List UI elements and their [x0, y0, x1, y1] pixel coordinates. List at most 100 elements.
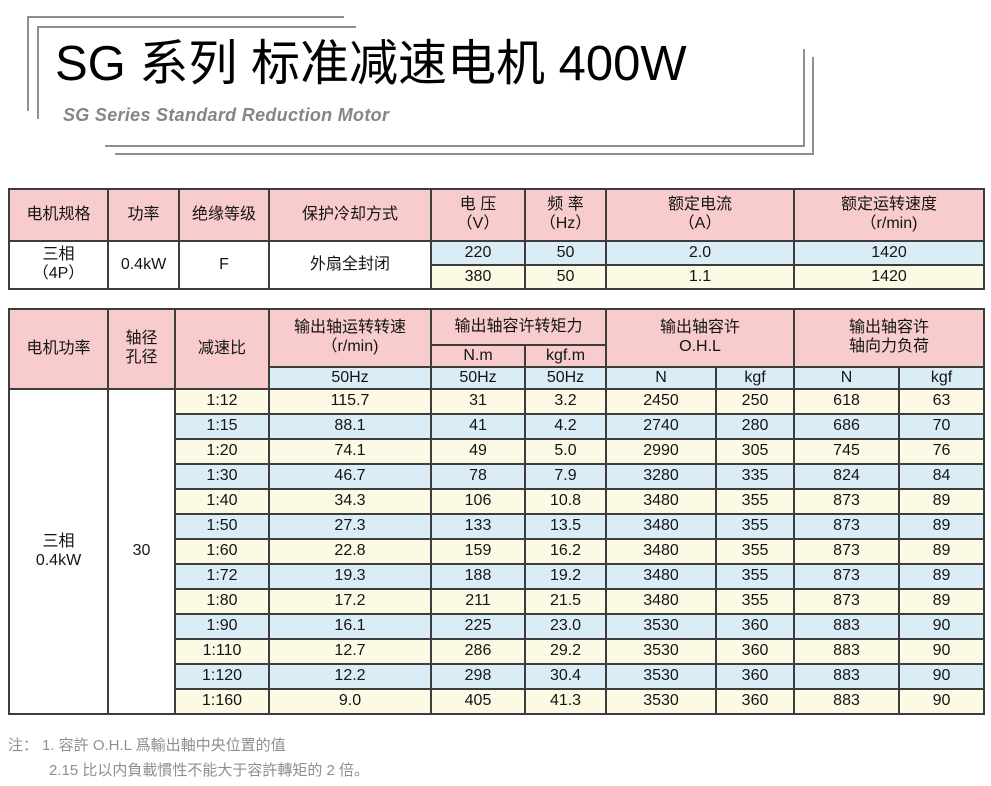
data-cell: 188 [430, 563, 526, 590]
data-cell: 225 [430, 613, 526, 640]
data-cell: 89 [898, 513, 986, 540]
data-cell: 90 [898, 688, 986, 715]
motor-spec-table: 电机规格 功率 绝缘等级 保护冷却方式 电 压 （V） 频 率 （Hz） 额定电… [8, 188, 985, 290]
data-cell: 1:12 [174, 388, 270, 415]
frame-line [115, 57, 814, 155]
data-cell: 133 [430, 513, 526, 540]
data-cell: 1:40 [174, 488, 270, 515]
frame-line [27, 16, 344, 111]
data-cell: 84 [898, 463, 986, 490]
data-cell: 2990 [605, 438, 718, 465]
column-header: 电 压 （V） [430, 188, 526, 242]
table-row: 1:30 46.7 78 7.9 3280 335 824 84 [9, 463, 986, 490]
column-header: 额定电流 （A） [605, 188, 795, 242]
data-cell: 3530 [605, 613, 718, 640]
header-row: 电机规格 功率 绝缘等级 保护冷却方式 电 压 （V） 频 率 （Hz） 额定电… [8, 188, 985, 242]
data-cell: 1:110 [174, 638, 270, 665]
data-cell: 883 [793, 688, 901, 715]
table-row: 1:50 27.3 133 13.5 3480 355 873 89 [9, 513, 986, 540]
table-row: 380 50 1.1 1420 [9, 264, 985, 290]
frame-line [37, 26, 356, 119]
title-block: SG 系列 标准减速电机 400W SG Series Standard Red… [0, 0, 991, 170]
data-cell: 9.0 [268, 688, 432, 715]
header-row: 电机功率 轴径 孔径 减速比 输出轴运转转速 （r/min) 输出轴容许转矩力 … [8, 308, 986, 390]
table-row: 1:40 34.3 106 10.8 3480 355 873 89 [9, 488, 986, 515]
column-subheader: 50Hz [430, 366, 526, 390]
data-cell: 883 [793, 613, 901, 640]
data-cell: 873 [793, 563, 901, 590]
spec-cell: 三相 0.4kW [8, 388, 109, 715]
page-title: SG 系列 标准减速电机 400W [55, 37, 687, 91]
column-subheader: kgf [898, 366, 986, 390]
performance-table: 电机功率 轴径 孔径 减速比 输出轴运转转速 （r/min) 输出轴容许转矩力 … [8, 308, 986, 715]
spec-cell: 30 [107, 388, 176, 715]
data-cell: 12.7 [268, 638, 432, 665]
column-header: 额定运转速度 （r/min) [793, 188, 985, 242]
data-cell: 405 [430, 688, 526, 715]
data-cell: 360 [715, 688, 796, 715]
data-cell: 1:15 [174, 413, 270, 440]
data-cell: 41 [430, 413, 526, 440]
performance-table-body: 三相 0.4kW 30 1:12 115.7 31 3.2 2450 250 618 63 1:15… [8, 388, 986, 715]
data-cell: 50 [524, 240, 607, 266]
data-cell: 3480 [605, 563, 718, 590]
data-cell: 7.9 [523, 463, 608, 490]
table-row: 1:60 22.8 159 16.2 3480 355 873 89 [9, 538, 986, 565]
data-cell: 17.2 [268, 588, 432, 615]
data-cell: 250 [715, 388, 796, 415]
data-cell: 2.0 [605, 240, 795, 266]
data-cell: 883 [793, 663, 901, 690]
data-cell: 1:80 [174, 588, 270, 615]
data-cell: 10.8 [523, 488, 608, 515]
column-subheader: N [605, 366, 718, 390]
data-cell: 1:20 [174, 438, 270, 465]
table-row: 1:80 17.2 211 21.5 3480 355 873 89 [9, 588, 986, 615]
spec-cell: 外扇全封闭 [268, 240, 432, 290]
spec-table-header: 电机规格 功率 绝缘等级 保护冷却方式 电 压 （V） 频 率 （Hz） 额定电… [8, 188, 985, 242]
data-cell: 90 [898, 663, 986, 690]
note-line-1: 1. 容許 O.H.L 爲輸出軸中央位置的值 [42, 737, 286, 754]
data-cell: 220 [430, 240, 526, 266]
data-cell: 106 [430, 488, 526, 515]
data-cell: 355 [715, 538, 796, 565]
data-cell: 78 [430, 463, 526, 490]
data-cell: 5.0 [523, 438, 608, 465]
data-cell: 1:30 [174, 463, 270, 490]
data-cell: 16.1 [268, 613, 432, 640]
data-cell: 1:50 [174, 513, 270, 540]
data-cell: 89 [898, 588, 986, 615]
column-header: 电机规格 [8, 188, 109, 242]
data-cell: 873 [793, 538, 901, 565]
data-cell: 1.1 [605, 264, 795, 290]
data-cell: 355 [715, 488, 796, 515]
data-cell: 23.0 [523, 613, 608, 640]
table-row: 1:72 19.3 188 19.2 3480 355 873 89 [9, 563, 986, 590]
frame-line [105, 49, 805, 147]
data-cell: 355 [715, 563, 796, 590]
data-cell: 618 [793, 388, 901, 415]
page-subtitle: SG Series Standard Reduction Motor [63, 105, 390, 125]
column-subheader: 50Hz [523, 366, 608, 390]
spec-cell: 三相 （4P） [8, 240, 109, 290]
spec-cell: 0.4kW [107, 240, 180, 290]
data-cell: 824 [793, 463, 901, 490]
table-row: 1:120 12.2 298 30.4 3530 360 883 90 [9, 663, 986, 690]
data-cell: 21.5 [523, 588, 608, 615]
data-cell: 1:120 [174, 663, 270, 690]
column-subheader: 50Hz [268, 366, 432, 390]
data-cell: 1420 [793, 240, 985, 266]
data-cell: 88.1 [268, 413, 432, 440]
data-cell: 22.8 [268, 538, 432, 565]
data-cell: 159 [430, 538, 526, 565]
data-cell: 63 [898, 388, 986, 415]
subheader-row: 50Hz 50Hz 50Hz N kgf N kgf [9, 366, 986, 390]
column-header: 电机功率 [8, 308, 109, 390]
data-cell: 90 [898, 613, 986, 640]
data-cell: 50 [524, 264, 607, 290]
data-cell: 745 [793, 438, 901, 465]
column-header: 输出轴容许 O.H.L [605, 308, 796, 368]
data-cell: 19.2 [523, 563, 608, 590]
table-row: 1:110 12.7 286 29.2 3530 360 883 90 [9, 638, 986, 665]
data-cell: 1:160 [174, 688, 270, 715]
data-cell: 360 [715, 613, 796, 640]
